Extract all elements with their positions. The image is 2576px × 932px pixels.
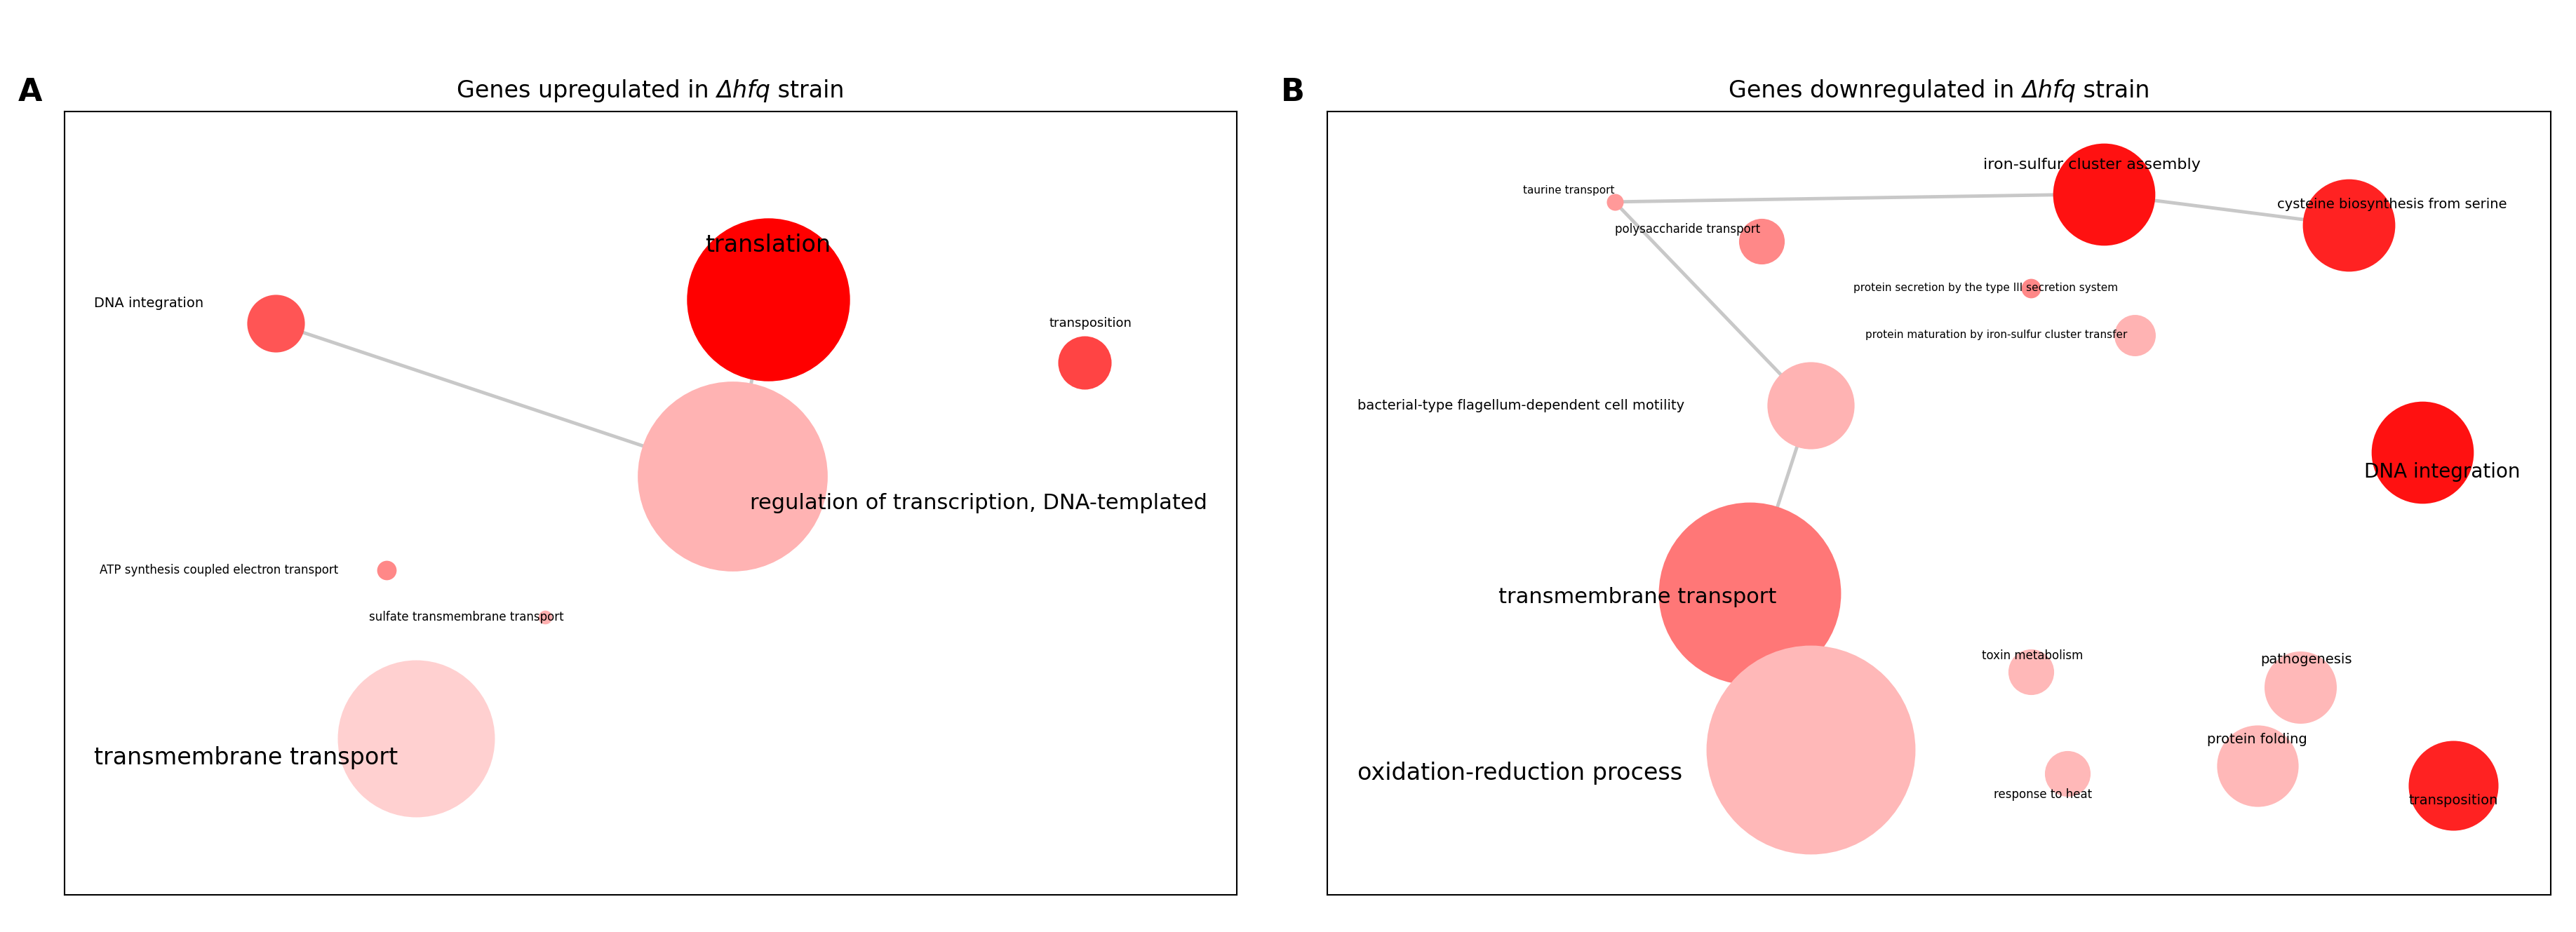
Text: bacterial-type flagellum-dependent cell motility: bacterial-type flagellum-dependent cell … (1358, 399, 1685, 412)
Text: Genes upregulated in: Genes upregulated in (456, 79, 716, 103)
Text: DNA integration: DNA integration (2365, 462, 2519, 482)
Point (1790, 743, 1832, 758)
Text: cysteine biosynthesis from serine: cysteine biosynthesis from serine (2277, 198, 2506, 211)
Point (2329, 218, 2370, 233)
Text: ATP synthesis coupled electron transport: ATP synthesis coupled electron transport (100, 564, 337, 576)
Text: oxidation-reduction process: oxidation-reduction process (1358, 761, 1682, 785)
Text: polysaccharide transport: polysaccharide transport (1615, 223, 1759, 236)
Point (2401, 445, 2442, 459)
Text: Genes downregulated in: Genes downregulated in (1728, 79, 2022, 103)
Point (1064, 355, 1105, 370)
Point (2009, 281, 2050, 295)
Text: sulfate transmembrane transport: sulfate transmembrane transport (368, 610, 564, 624)
Text: transmembrane transport: transmembrane transport (93, 747, 397, 769)
Text: B: B (1280, 77, 1303, 107)
Text: translation: translation (706, 233, 829, 256)
Text: pathogenesis: pathogenesis (2259, 653, 2352, 666)
Text: transposition: transposition (2409, 794, 2496, 807)
Point (1595, 195, 1636, 210)
Point (2084, 186, 2125, 201)
Text: protein folding: protein folding (2208, 733, 2306, 747)
Point (1741, 234, 1783, 249)
Point (747, 293, 788, 308)
Point (2045, 766, 2087, 781)
Point (2112, 327, 2154, 342)
Text: toxin metabolism: toxin metabolism (1981, 650, 2081, 663)
Point (366, 562, 407, 577)
Text: iron-sulfur cluster assembly: iron-sulfur cluster assembly (1984, 158, 2200, 172)
Point (526, 610, 567, 624)
Text: strain: strain (770, 79, 845, 103)
Text: strain: strain (2076, 79, 2148, 103)
Text: transmembrane transport: transmembrane transport (1499, 587, 1775, 608)
Text: transposition: transposition (1048, 317, 1131, 330)
Point (1790, 398, 1832, 413)
Text: Δhfq: Δhfq (2022, 79, 2076, 103)
Text: A: A (18, 77, 41, 107)
Text: taurine transport: taurine transport (1522, 185, 1615, 196)
Text: protein secretion by the type III secretion system: protein secretion by the type III secret… (1852, 282, 2117, 294)
Text: regulation of transcription, DNA-templated: regulation of transcription, DNA-templat… (750, 493, 1208, 514)
Point (2432, 777, 2473, 792)
Point (255, 316, 296, 331)
Point (2009, 665, 2050, 679)
Point (1728, 586, 1770, 601)
Point (397, 731, 438, 746)
Text: protein maturation by iron-sulfur cluster transfer: protein maturation by iron-sulfur cluste… (1865, 330, 2128, 340)
Point (2280, 679, 2321, 694)
Point (2236, 758, 2277, 773)
Text: DNA integration: DNA integration (93, 297, 204, 310)
Text: Δhfq: Δhfq (716, 79, 770, 103)
Text: response to heat: response to heat (1994, 788, 2092, 801)
Point (711, 469, 752, 484)
